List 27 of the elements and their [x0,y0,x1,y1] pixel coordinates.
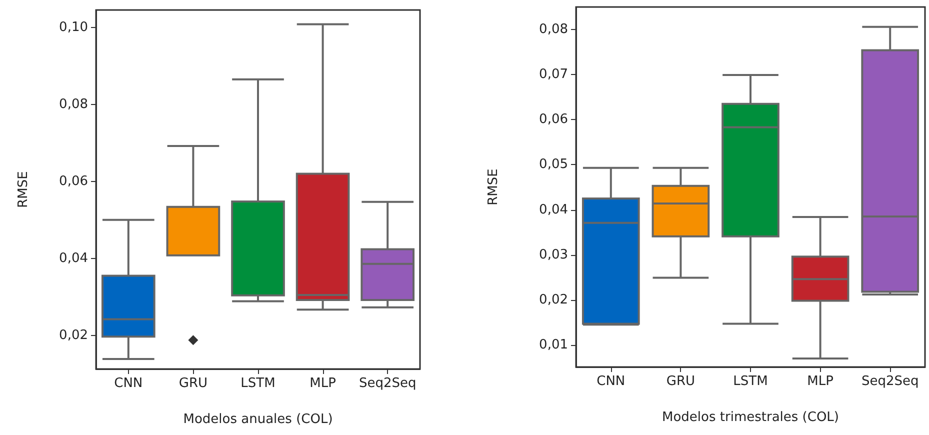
x-tick-label: CNN [596,374,626,389]
x-tick-label: Seq2Seq [358,376,416,391]
x-tick-label: MLP [310,376,336,391]
y-tick-label: 0,05 [539,157,568,172]
x-tick-label: GRU [666,374,696,389]
x-tick-label: Seq2Seq [861,374,919,389]
y-tick-label: 0,04 [59,250,88,266]
y-tick-label: 0,04 [539,202,568,218]
y-axis-title: RMSE [16,171,31,208]
y-tick-label: 0,07 [539,67,568,82]
x-axis-title: Modelos anuales (COL) [183,412,333,427]
y-tick-label: 0,08 [59,96,88,112]
y-tick-label: 0,06 [59,174,88,189]
y-tick-label: 0,02 [59,328,88,343]
y-axis-title: RMSE [486,168,501,206]
y-tick-label: 0,08 [539,22,568,38]
y-tick-label: 0,10 [59,20,88,35]
y-tick-label: 0,01 [539,337,568,352]
x-tick-label: GRU [178,376,208,391]
y-tick-label: 0,03 [539,247,568,262]
x-tick-label: LSTM [240,376,276,391]
y-tick-label: 0,02 [539,292,568,308]
x-tick-label: LSTM [733,374,768,389]
x-tick-label: CNN [114,376,143,391]
x-axis-title: Modelos trimestrales (COL) [662,410,839,425]
y-tick-label: 0,06 [539,112,568,128]
x-tick-label: MLP [807,374,834,389]
